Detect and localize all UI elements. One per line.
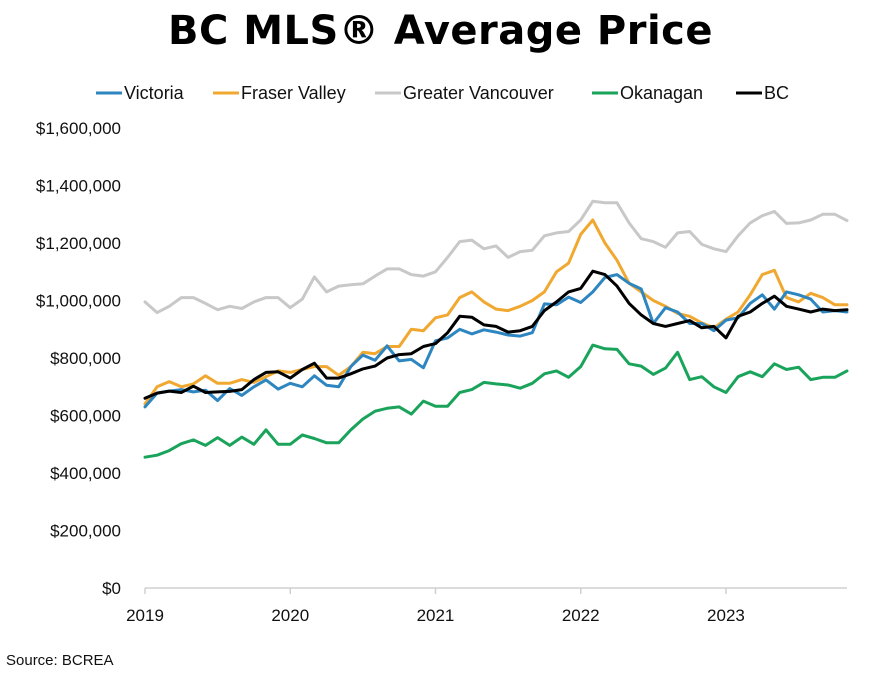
y-tick-label: $1,000,000 [36, 292, 121, 311]
series-line-victoria [143, 273, 849, 409]
legend-label-greater-vancouver: Greater Vancouver [403, 83, 554, 103]
y-axis: $0 $200,000 $400,000 $600,000 $800,000 $1,000… [36, 119, 121, 598]
x-tick-label: 2020 [271, 606, 309, 625]
y-tick-label: $400,000 [50, 464, 121, 483]
y-tick-label: $200,000 [50, 522, 121, 541]
series-line-fraser-valley [143, 218, 849, 406]
legend-label-bc: BC [764, 83, 789, 103]
x-tick-label: 2023 [707, 606, 745, 625]
legend-label-fraser-valley: Fraser Valley [241, 83, 346, 103]
x-tick-label: 2022 [562, 606, 600, 625]
x-axis: 2019 2020 2021 2022 2023 [126, 587, 847, 625]
y-tick-label: $1,200,000 [36, 234, 121, 253]
legend-label-okanagan: Okanagan [620, 83, 703, 103]
plot-lines [143, 199, 849, 459]
y-tick-label: $1,600,000 [36, 119, 121, 138]
x-tick-label: 2021 [417, 606, 455, 625]
legend: Victoria Fraser Valley Greater Vancouver Ok… [96, 83, 789, 103]
series-line-bc [143, 269, 849, 400]
legend-label-victoria: Victoria [124, 83, 185, 103]
y-tick-label: $800,000 [50, 349, 121, 368]
series-line-okanagan [143, 343, 849, 459]
series-line-greater-vancouver [143, 199, 849, 315]
y-tick-label: $1,400,000 [36, 177, 121, 196]
x-tick-label: 2019 [126, 606, 164, 625]
source-note: Source: BCREA [6, 652, 114, 669]
chart-title: BC MLS® Average Price [167, 8, 714, 54]
y-tick-label: $600,000 [50, 407, 121, 426]
y-tick-label: $0 [102, 579, 121, 598]
